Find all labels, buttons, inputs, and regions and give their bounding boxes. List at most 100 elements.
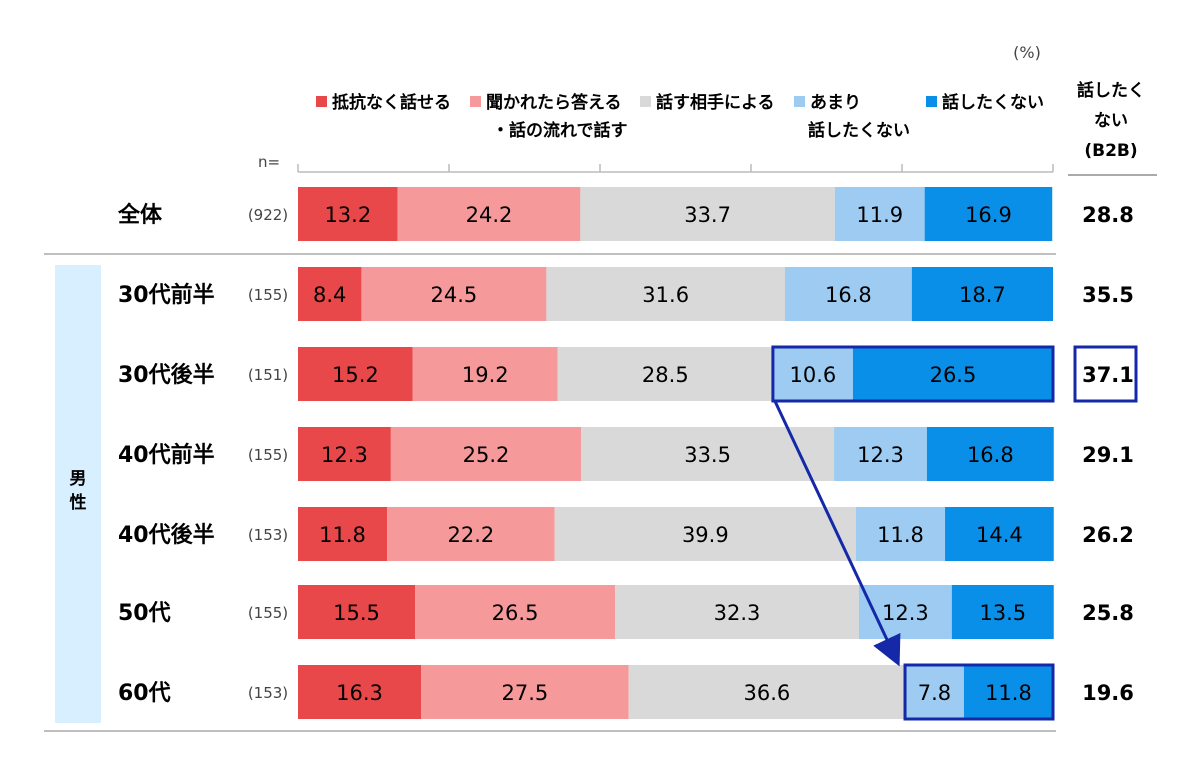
bar-value-label: 13.5 (979, 601, 1026, 625)
bar-segment (834, 187, 925, 241)
bar-segment (951, 585, 1054, 639)
bar-segment (628, 665, 906, 719)
bar-segment (557, 347, 773, 401)
bar-segment (298, 347, 413, 401)
legend-label: 抵抗なく話せる (332, 92, 451, 113)
legend-label: 話したくない (942, 92, 1044, 113)
bar-value-label: 14.4 (976, 523, 1023, 547)
bar-value-label: 16.3 (336, 681, 383, 705)
bar-segment (945, 507, 1054, 561)
highlight-arrow (773, 400, 901, 667)
group-label: 性 (70, 492, 87, 513)
bar-value-label: 12.3 (857, 443, 904, 467)
bar-segment (924, 187, 1053, 241)
bar-segment (421, 665, 629, 719)
bar-segment (298, 665, 422, 719)
bar-segment (834, 427, 927, 481)
bar-segment (387, 507, 555, 561)
highlight-box (903, 663, 1055, 721)
bar-value-label: 19.2 (462, 363, 509, 387)
legend-label: あまり (810, 93, 861, 113)
b2b-header: (B2B) (1084, 141, 1137, 161)
bar-value-label: 16.8 (967, 443, 1014, 467)
bar-segment (298, 507, 388, 561)
legend-swatch (316, 96, 327, 107)
legend-swatch (640, 96, 651, 107)
category-label: 全体 (117, 202, 163, 228)
bar-value-label: 36.6 (743, 681, 790, 705)
category-label: 40代前半 (118, 442, 215, 468)
bar-value-label: 33.7 (684, 203, 731, 227)
bar-segment (298, 585, 416, 639)
bar-value-label: 12.3 (321, 443, 368, 467)
n-value: (153) (248, 684, 288, 702)
bar-segment (361, 267, 547, 321)
b2b-value: 35.5 (1082, 283, 1134, 307)
bar-value-label: 16.8 (825, 283, 872, 307)
bar-value-label: 24.2 (466, 203, 513, 227)
bar-segment (580, 187, 835, 241)
highlight-box (771, 345, 1055, 403)
group-label-box (55, 265, 101, 723)
n-value: (155) (248, 286, 288, 304)
bar-segment (784, 267, 912, 321)
bar-value-label: 25.2 (463, 443, 510, 467)
bar-value-label: 26.5 (930, 363, 977, 387)
bar-segment (963, 665, 1053, 719)
bar-value-label: 27.5 (501, 681, 548, 705)
n-header: n= (258, 153, 280, 171)
legend-label: 話したくない (808, 120, 910, 141)
legend-label: 話す相手による (656, 92, 775, 113)
bar-value-label: 11.8 (319, 523, 366, 547)
bar-value-label: 22.2 (448, 523, 495, 547)
b2b-value: 28.8 (1082, 203, 1134, 227)
legend-swatch (794, 96, 805, 107)
legend-label: ・話の流れで話す (492, 120, 628, 141)
b2b-value: 29.1 (1082, 443, 1134, 467)
bar-value-label: 32.3 (714, 601, 761, 625)
b2b-highlight-box (1073, 345, 1138, 403)
bar-value-label: 11.9 (856, 203, 903, 227)
bar-value-label: 15.5 (333, 601, 380, 625)
bar-value-label: 28.5 (642, 363, 689, 387)
b2b-value: 37.1 (1082, 363, 1134, 387)
n-value: (155) (248, 604, 288, 622)
bar-segment (554, 507, 856, 561)
bar-value-label: 11.8 (877, 523, 924, 547)
category-label: 40代後半 (118, 522, 215, 548)
bar-value-label: 11.8 (985, 681, 1032, 705)
bar-segment (412, 347, 558, 401)
bar-segment (390, 427, 582, 481)
bar-segment (298, 187, 398, 241)
bar-value-label: 33.5 (684, 443, 731, 467)
bar-value-label: 39.9 (682, 523, 729, 547)
group-label: 男 (70, 469, 87, 489)
bar-value-label: 31.6 (642, 283, 689, 307)
bar-segment (397, 187, 581, 241)
bar-value-label: 26.5 (492, 601, 539, 625)
b2b-value: 26.2 (1082, 523, 1134, 547)
category-label: 30代前半 (118, 282, 215, 308)
bar-value-label: 8.4 (313, 283, 346, 307)
bar-value-label: 24.5 (431, 283, 478, 307)
bar-segment (772, 347, 853, 401)
category-label: 30代後半 (118, 362, 215, 388)
legend-swatch (926, 96, 937, 107)
bar-segment (298, 267, 362, 321)
category-label: 60代 (118, 681, 171, 706)
bar-value-label: 18.7 (959, 283, 1006, 307)
bar-value-label: 10.6 (790, 363, 837, 387)
bar-segment (855, 507, 946, 561)
bar-segment (615, 585, 859, 639)
n-value: (922) (248, 206, 288, 224)
legend-label: 聞かれたら答える (486, 92, 622, 113)
category-label: 50代 (118, 601, 171, 626)
b2b-value: 19.6 (1082, 681, 1134, 705)
bar-segment (852, 347, 1053, 401)
bar-value-label: 12.3 (882, 601, 929, 625)
b2b-value: 25.8 (1082, 601, 1134, 625)
unit-label: (%) (1013, 43, 1041, 62)
n-value: (155) (248, 446, 288, 464)
bar-segment (546, 267, 785, 321)
